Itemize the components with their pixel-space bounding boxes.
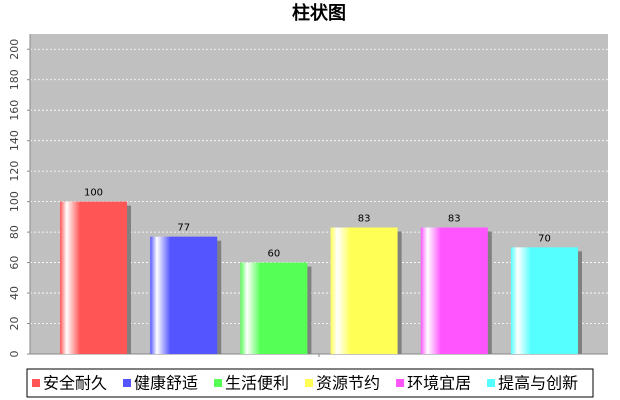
legend-label: 环境宜居 [407,374,471,393]
legend-label: 生活便利 [225,374,289,393]
value-label: 100 [84,188,103,199]
bar [60,201,127,354]
value-label: 83 [448,214,461,225]
legend-label: 健康舒适 [134,374,198,393]
y-tick-label: 0 [8,351,21,358]
y-tick-label: 160 [8,100,21,121]
bar [240,262,308,354]
y-tick-label: 40 [8,286,21,300]
legend-swatch [214,379,223,387]
y-tick-label: 140 [8,130,21,151]
value-label: 83 [358,214,371,225]
legend-swatch [305,379,314,387]
y-tick-label: 180 [8,69,21,90]
value-label: 77 [177,223,190,234]
legend-label: 提高与创新 [498,374,578,393]
value-label: 60 [268,249,281,260]
value-label: 70 [538,233,551,244]
bar [511,247,578,354]
y-tick-label: 200 [8,39,21,60]
bar [150,236,218,354]
y-tick-label: 100 [8,191,21,212]
y-tick-label: 80 [8,225,21,239]
y-tick-label: 60 [8,256,21,270]
bar [330,227,398,354]
legend-swatch [487,379,496,387]
chart-title: 柱状图 [292,2,346,24]
legend-swatch [123,379,132,387]
legend-swatch [32,379,40,387]
legend-label: 安全耐久 [43,374,107,393]
legend-label: 资源节约 [316,374,380,393]
legend-swatch [396,379,405,387]
y-tick-label: 120 [8,161,21,182]
y-tick-label: 20 [8,317,21,331]
bar [420,227,488,354]
